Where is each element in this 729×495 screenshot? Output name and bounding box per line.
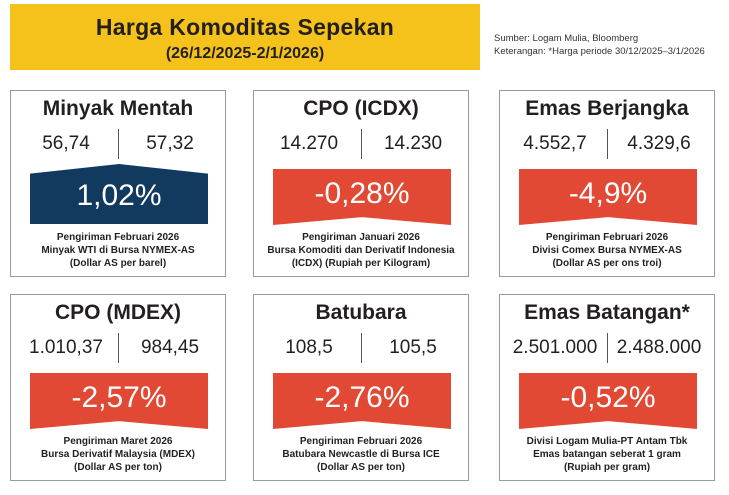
header-banner: Harga Komoditas Sepekan (26/12/2025-2/1/… (10, 4, 480, 70)
note-line: Divisi Comex Bursa NYMEX-AS (532, 245, 682, 256)
note-line: (Dollar AS per ton) (74, 462, 162, 473)
current-price: 14.230 (383, 133, 443, 154)
card-note: Pengiriman Februari 2026 Minyak WTI di B… (11, 231, 225, 270)
page-title: Harga Komoditas Sepekan (95, 14, 395, 40)
note-line: Pengiriman Januari 2026 (302, 232, 420, 243)
previous-price: 14.270 (279, 133, 339, 154)
change-percent: -2,76% (314, 381, 410, 414)
change-banner-down: -2,76% (273, 373, 451, 429)
note-line: Pengiriman Februari 2026 (56, 232, 180, 243)
card-note: Divisi Logam Mulia-PT Antam Tbk Emas bat… (500, 435, 714, 474)
card-title: Batubara (315, 301, 407, 324)
divider (361, 333, 362, 363)
current-price: 2.488.000 (616, 337, 702, 358)
change-banner-down: -0,52% (519, 373, 697, 429)
source-line: Sumber: Logam Mulia, Bloomberg (494, 33, 639, 44)
note-line: Minyak WTI di Bursa NYMEX-AS (41, 245, 195, 256)
note-line: Pengiriman Februari 2026 (299, 436, 423, 447)
note-line: Bursa Komoditi dan Derivatif Indonesia (267, 245, 455, 256)
commodity-card-emas-batangan: Emas Batangan* 2.501.000 2.488.000 -0,52… (499, 294, 715, 481)
change-percent: -2,57% (71, 381, 167, 414)
note-line: (ICDX) (Rupiah per Kilogram) (291, 258, 431, 269)
change-banner-down: -4,9% (519, 169, 697, 225)
note-line: (Rupiah per gram) (563, 462, 651, 473)
note-line: Pengiriman Februari 2026 (545, 232, 669, 243)
commodity-card-batubara: Batubara 108,5 105,5 -2,76% Pengiriman F… (253, 294, 469, 481)
current-price: 984,45 (140, 337, 200, 358)
card-title: CPO (MDEX) (55, 301, 181, 324)
note-line: (Dollar AS per ton) (317, 462, 405, 473)
note-line: (Dollar AS per ons troi) (552, 258, 662, 269)
previous-price: 108,5 (285, 337, 333, 358)
change-banner-down: -2,57% (30, 373, 208, 429)
note-line: Emas batangan seberat 1 gram (533, 449, 681, 460)
change-percent: -0,28% (314, 177, 410, 210)
card-title: Emas Berjangka (525, 97, 689, 120)
note-line: Divisi Logam Mulia-PT Antam Tbk (526, 436, 688, 447)
change-banner-up: 1,02% (30, 164, 208, 224)
previous-price: 1.010,37 (29, 337, 103, 358)
note-line: Pengiriman Maret 2026 (63, 436, 173, 447)
current-price: 4.329,6 (627, 133, 691, 154)
commodity-card-cpo-icdx: CPO (ICDX) 14.270 14.230 -0,28% Pengirim… (253, 90, 469, 277)
divider (361, 129, 362, 159)
note-line: Bursa Derivatif Malaysia (MDEX) (41, 449, 195, 460)
current-price: 57,32 (146, 133, 194, 154)
card-title: Emas Batangan* (524, 301, 690, 324)
card-note: Pengiriman Maret 2026 Bursa Derivatif Ma… (11, 435, 225, 474)
card-title: Minyak Mentah (42, 97, 194, 120)
previous-price: 4.552,7 (523, 133, 587, 154)
source-note: Sumber: Logam Mulia, Bloomberg Keteranga… (494, 32, 724, 58)
divider (118, 333, 119, 363)
current-price: 105,5 (389, 337, 437, 358)
note-line: (Dollar AS per barel) (69, 258, 167, 269)
divider (607, 129, 608, 159)
remark-line: Keterangan: *Harga periode 30/12/2025–3/… (494, 46, 705, 57)
change-percent: -0,52% (560, 381, 656, 414)
previous-price: 56,74 (42, 133, 90, 154)
divider (607, 333, 608, 363)
change-percent: 1,02% (76, 179, 162, 212)
previous-price: 2.501.000 (512, 337, 598, 358)
card-note: Pengiriman Februari 2026 Divisi Comex Bu… (500, 231, 714, 270)
commodity-card-minyak-mentah: Minyak Mentah 56,74 57,32 1,02% Pengirim… (10, 90, 226, 277)
divider (118, 129, 119, 159)
card-note: Pengiriman Februari 2026 Batubara Newcas… (254, 435, 468, 474)
commodity-card-emas-berjangka: Emas Berjangka 4.552,7 4.329,6 -4,9% Pen… (499, 90, 715, 277)
card-note: Pengiriman Januari 2026 Bursa Komoditi d… (254, 231, 468, 270)
commodity-card-cpo-mdex: CPO (MDEX) 1.010,37 984,45 -2,57% Pengir… (10, 294, 226, 481)
page-subtitle: (26/12/2025-2/1/2026) (165, 45, 325, 62)
note-line: Batubara Newcastle di Bursa ICE (282, 449, 440, 460)
change-banner-down: -0,28% (273, 169, 451, 225)
card-title: CPO (ICDX) (303, 97, 419, 120)
change-percent: -4,9% (568, 177, 648, 210)
